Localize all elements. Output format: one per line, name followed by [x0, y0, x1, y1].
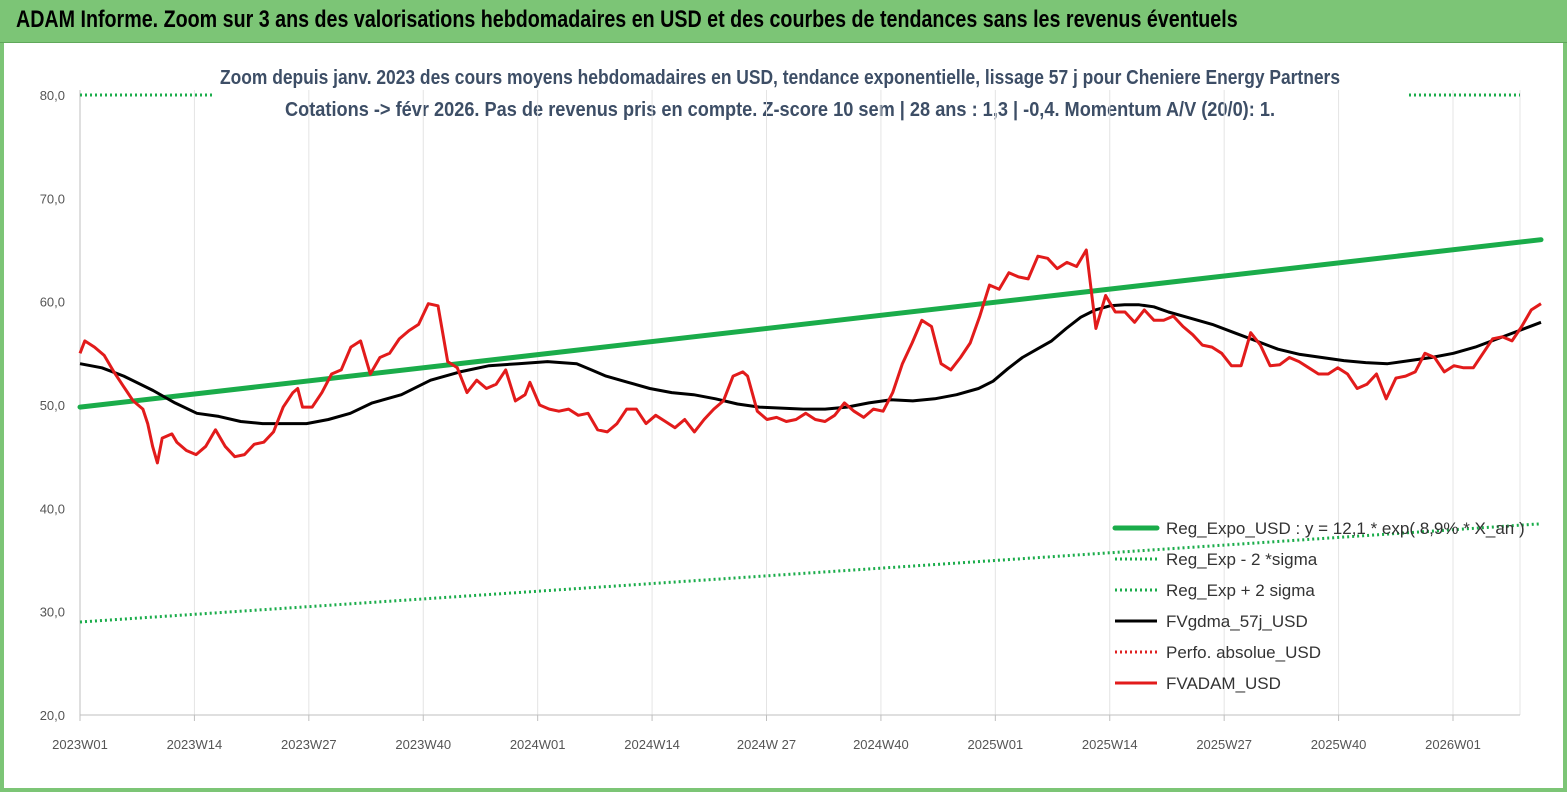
- chart-axes: 2023W01 2023W14 2023W27 2023W40 2024W01 2024W…: [40, 88, 1520, 752]
- legend-entry: Perfo. absolue_USD: [1166, 643, 1321, 662]
- x-tick-label: 2025W40: [1311, 737, 1367, 752]
- legend-entry: Reg_Expo_USD : y = 12,1 * exp( 8,9% * X_…: [1166, 519, 1525, 538]
- x-tick-label: 2025W14: [1082, 737, 1138, 752]
- chart-area: Zoom depuis janv. 2023 des cours moyens …: [40, 67, 1544, 752]
- chart-title-line2: Cotations -> févr 2026. Pas de revenus p…: [285, 99, 1275, 121]
- chart-title-line1: Zoom depuis janv. 2023 des cours moyens …: [220, 67, 1340, 89]
- x-tick-label: 2024W14: [624, 737, 680, 752]
- y-tick-label: 60,0: [40, 295, 65, 310]
- series-line-3: [79, 303, 1542, 426]
- legend-entry: Reg_Exp - 2 *sigma: [1166, 550, 1318, 569]
- series-line-5: [78, 248, 1542, 465]
- x-tick-label: 2024W 27: [737, 737, 796, 752]
- chart-series: [77, 93, 1544, 624]
- x-tick-label: 2024W01: [510, 737, 566, 752]
- chart-legend: Reg_Expo_USD : y = 12,1 * exp( 8,9% * X_…: [1112, 519, 1525, 693]
- series-line-0: [77, 237, 1544, 410]
- y-tick-label: 50,0: [40, 398, 65, 413]
- x-tick-label: 2024W40: [853, 737, 909, 752]
- y-tick-label: 80,0: [40, 88, 65, 103]
- x-tick-label: 2025W01: [968, 737, 1024, 752]
- legend-entry: FVADAM_USD: [1166, 674, 1281, 693]
- y-tick-label: 30,0: [40, 605, 65, 620]
- legend-entry: Reg_Exp + 2 sigma: [1166, 581, 1315, 600]
- legend-entry: FVgdma_57j_USD: [1166, 612, 1308, 631]
- y-tick-label: 40,0: [40, 501, 65, 516]
- x-tick-label: 2026W01: [1425, 737, 1481, 752]
- x-tick-label: 2023W01: [52, 737, 108, 752]
- y-tick-label: 20,0: [40, 708, 65, 723]
- chart-gridlines: [193, 90, 1521, 715]
- report-title: ADAM Informe. Zoom sur 3 ans des valoris…: [16, 6, 1238, 33]
- x-tick-label: 2023W14: [167, 737, 223, 752]
- series-line-1: [79, 522, 1542, 624]
- x-tick-label: 2023W27: [281, 737, 337, 752]
- report-header: ADAM Informe. Zoom sur 3 ans des valoris…: [0, 0, 1567, 43]
- x-tick-label: 2025W27: [1196, 737, 1252, 752]
- y-tick-label: 70,0: [40, 191, 65, 206]
- x-tick-label: 2023W40: [395, 737, 451, 752]
